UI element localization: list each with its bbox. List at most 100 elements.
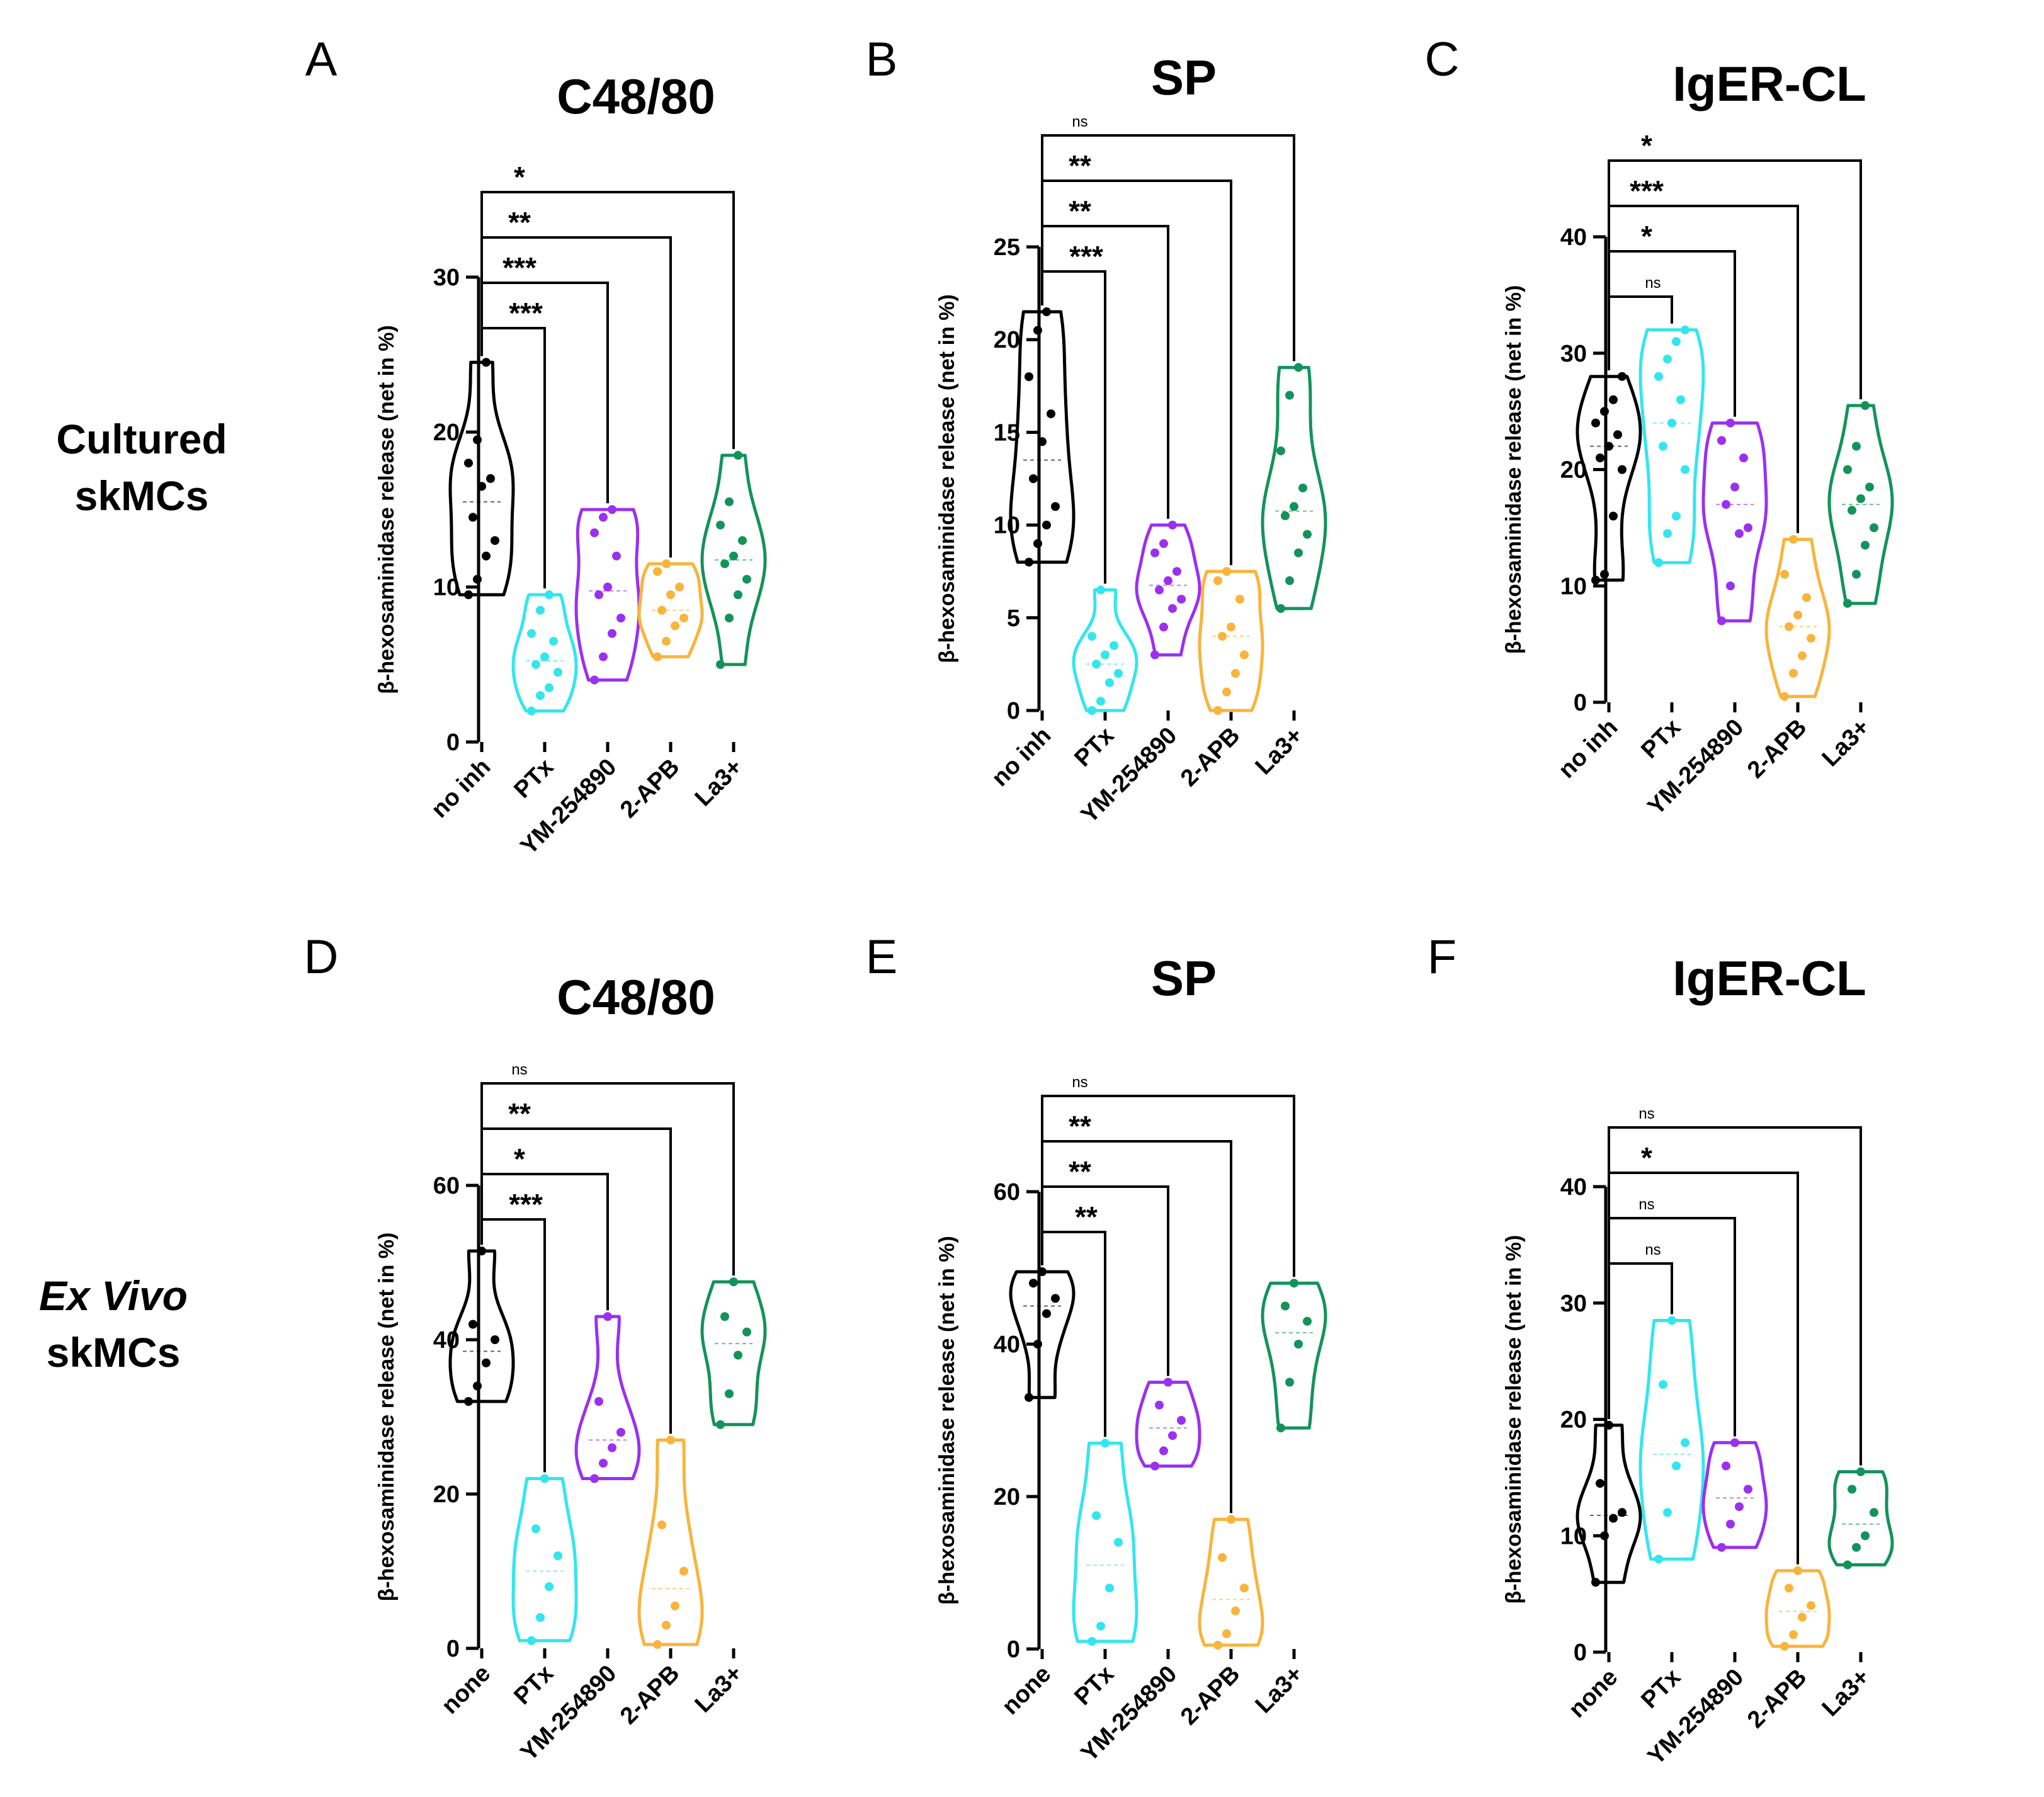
violin-la3- — [1827, 1470, 1894, 1566]
data-point — [1672, 511, 1681, 521]
data-point — [1285, 576, 1294, 585]
data-point — [1807, 634, 1815, 643]
significance-label: ** — [508, 1097, 531, 1130]
data-point — [473, 1381, 482, 1391]
data-point — [1744, 1485, 1752, 1494]
data-point — [1281, 1301, 1290, 1311]
violin-2-apb — [637, 562, 704, 659]
data-point — [1681, 465, 1689, 474]
data-point — [1852, 1543, 1861, 1552]
violin-ym-254890 — [574, 1315, 641, 1480]
significance-label: ns — [1072, 1074, 1087, 1091]
significance-bracket — [1041, 1095, 1295, 1277]
data-point — [1155, 1400, 1164, 1410]
violin-ym-254890 — [1701, 1440, 1768, 1549]
data-point — [1667, 418, 1676, 428]
data-point — [1861, 540, 1870, 550]
data-point — [608, 1443, 616, 1452]
data-point — [1150, 548, 1159, 557]
panel-title: C48/80 — [557, 69, 715, 124]
data-point — [486, 474, 495, 483]
significance-bracket — [1608, 250, 1736, 417]
data-point — [1222, 567, 1231, 576]
x-category-label: no inh — [1553, 714, 1623, 784]
significance-label: *** — [1069, 240, 1103, 273]
data-point — [1618, 465, 1627, 474]
y-axis-label: β-hexosaminidase release (net in %) — [375, 325, 399, 694]
x-category-label: PTx — [1636, 714, 1686, 764]
row-label-cultured-line2: skMCs — [75, 472, 209, 519]
data-point — [464, 1397, 473, 1406]
data-point — [1290, 502, 1298, 511]
y-tick-label: 0 — [1007, 1636, 1020, 1663]
panel-e: E SP 0 20 40 60 β-hexosaminidase release (net … — [866, 930, 1327, 1767]
violin-no-inh — [1009, 310, 1076, 564]
data-point — [590, 528, 599, 537]
x-category-label: PTx — [1069, 722, 1119, 772]
x-category-label: 2-APB — [1176, 1661, 1245, 1730]
y-tick-label: 20 — [994, 1484, 1020, 1510]
data-point — [608, 505, 616, 514]
data-point — [545, 1582, 554, 1591]
data-point — [1114, 669, 1123, 678]
data-point — [1600, 407, 1609, 416]
data-point — [679, 613, 688, 623]
data-point — [549, 637, 558, 646]
data-point — [1101, 1439, 1110, 1448]
significance-bracket — [1608, 1262, 1673, 1419]
data-point — [1105, 1583, 1114, 1593]
data-point — [1807, 1601, 1815, 1611]
y-tick-label: 30 — [1560, 341, 1587, 367]
violin-none — [448, 1249, 515, 1403]
data-point — [734, 1350, 742, 1360]
significance-label: *** — [509, 297, 543, 329]
data-point — [554, 668, 562, 677]
data-point — [1213, 706, 1222, 715]
data-point — [720, 559, 729, 569]
panel-title: C48/80 — [557, 969, 715, 1025]
significance-bracket — [1041, 134, 1295, 362]
panel-title: SP — [1151, 50, 1217, 105]
data-point — [1793, 1566, 1802, 1575]
data-point — [1177, 1416, 1186, 1425]
data-point — [1042, 1309, 1051, 1318]
x-category-label: La3+ — [1817, 714, 1875, 772]
violin-ptx — [1638, 1319, 1705, 1561]
data-point — [545, 683, 554, 692]
data-point — [653, 1640, 662, 1649]
data-point — [590, 675, 599, 685]
data-point — [1785, 1583, 1793, 1593]
significance-label: ** — [1069, 195, 1091, 227]
data-point — [1726, 418, 1735, 428]
data-point — [1848, 1485, 1856, 1494]
data-point — [1240, 650, 1249, 659]
data-point — [1231, 1606, 1240, 1616]
y-tick-label: 0 — [1574, 690, 1587, 716]
significance-label: ns — [1645, 275, 1661, 292]
data-point — [1025, 372, 1033, 382]
data-point — [1051, 502, 1060, 511]
data-point — [1164, 1378, 1172, 1387]
data-point — [1789, 668, 1798, 678]
significance-label: * — [1641, 1141, 1652, 1174]
data-point — [1285, 391, 1294, 400]
data-point — [1294, 1340, 1303, 1349]
x-category-label: PTx — [1069, 1661, 1119, 1711]
data-point — [720, 1312, 729, 1321]
data-point — [608, 629, 616, 638]
significance-bracket — [1608, 1126, 1862, 1466]
significance-label: ns — [511, 1061, 527, 1078]
significance-bracket — [480, 1082, 735, 1276]
row-label-exvivo-line1: Ex Vivo — [39, 1272, 188, 1319]
data-point — [477, 482, 486, 491]
data-point — [1227, 622, 1235, 632]
data-point — [491, 1335, 499, 1344]
data-point — [1042, 520, 1051, 530]
x-category-label: none — [1564, 1664, 1623, 1723]
data-point — [1848, 506, 1856, 515]
data-point — [1101, 650, 1110, 659]
